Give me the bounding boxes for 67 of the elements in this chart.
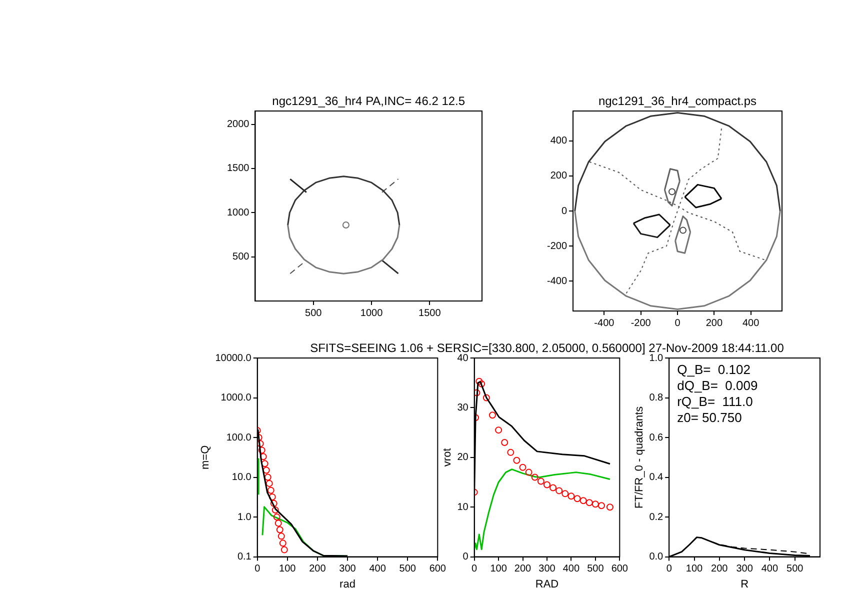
x-tick-label: 400 <box>369 564 386 575</box>
annotation: z0= 50.750 <box>677 410 742 426</box>
x-tick-label: 300 <box>339 564 356 575</box>
y-tick-label: 200 <box>550 170 568 182</box>
y-tick-label: 1.0 <box>237 512 252 523</box>
x-tick-label: 200 <box>706 318 723 329</box>
y-axis-title: m=Q <box>200 444 212 470</box>
chart-title: SFITS=SEEING 1.06 + SERSIC=[330.800, 2.05000, 0.560000] 27-Nov-2009 18:44:11.00 <box>310 341 784 355</box>
x-tick-label: 1000 <box>360 308 384 319</box>
y-tick-label: 10 <box>457 502 469 513</box>
x-tick-label: -400 <box>594 318 615 329</box>
y-tick-label: 0.6 <box>649 432 664 444</box>
y-tick-label: 30 <box>457 402 469 414</box>
x-tick-label: 400 <box>742 318 760 329</box>
annotation: Q_B= 0.102 <box>677 362 750 378</box>
y-tick-label: 0 <box>462 552 469 563</box>
y-axis-title: FT/FR_0 - quadrants <box>634 406 646 508</box>
x-axis-title: rad <box>340 578 356 590</box>
x-tick-label: 500 <box>305 308 322 319</box>
y-tick-label: 0.1 <box>237 552 252 563</box>
y-tick-label: 0 <box>561 206 568 217</box>
y-tick-label: 2000 <box>226 119 250 130</box>
x-tick-label: 500 <box>587 564 604 575</box>
x-tick-label: 300 <box>538 564 556 575</box>
x-tick-label: 300 <box>736 564 754 575</box>
x-tick-label: 100 <box>490 564 508 575</box>
x-tick-label: 0 <box>254 564 261 575</box>
annotation: rQ_B= 111.0 <box>677 394 753 410</box>
x-tick-label: 100 <box>279 564 296 575</box>
chart-title: ngc1291_36_hr4_compact.ps <box>598 94 757 108</box>
y-tick-label: 0.0 <box>649 552 664 563</box>
x-tick-label: 400 <box>562 564 580 575</box>
chart-title: ngc1291_36_hr4 PA,INC= 46.2 12.5 <box>272 94 466 108</box>
y-tick-label: 400 <box>550 136 568 147</box>
y-tick-label: 1000.0 <box>220 392 252 404</box>
y-tick-label: 40 <box>457 352 469 364</box>
y-axis-title: vrot <box>442 448 454 467</box>
x-tick-label: 500 <box>399 564 416 575</box>
y-tick-label: 20 <box>457 452 469 464</box>
y-tick-label: 0.8 <box>649 392 664 404</box>
y-tick-label: 10000.0 <box>215 352 252 364</box>
x-tick-label: 200 <box>309 564 326 575</box>
y-tick-label: 0.2 <box>649 512 664 523</box>
y-tick-label: 1000 <box>226 207 250 218</box>
x-tick-label: 200 <box>711 564 728 575</box>
x-tick-label: 500 <box>786 564 804 575</box>
x-tick-label: 0 <box>472 564 478 575</box>
y-tick-label: 0.4 <box>649 472 664 484</box>
x-axis-title: RAD <box>535 578 559 590</box>
y-tick-label: 10.0 <box>232 472 252 484</box>
y-tick-label: -200 <box>547 240 568 252</box>
x-tick-label: 200 <box>514 564 532 575</box>
x-tick-label: 0 <box>666 564 672 575</box>
x-tick-label: 1500 <box>418 308 442 319</box>
y-tick-label: 1500 <box>226 163 250 174</box>
x-tick-label: 600 <box>611 564 628 575</box>
x-tick-label: -200 <box>630 318 652 329</box>
y-tick-label: 100.0 <box>226 432 252 444</box>
y-tick-label: 500 <box>232 252 250 263</box>
x-tick-label: 400 <box>761 564 778 575</box>
y-tick-label: 1.0 <box>649 352 664 364</box>
annotation: dQ_B= 0.009 <box>677 378 758 394</box>
x-tick-label: 0 <box>674 318 681 329</box>
x-tick-label: 100 <box>686 564 704 575</box>
y-tick-label: -400 <box>547 276 568 287</box>
x-axis-title: R <box>740 578 749 590</box>
x-tick-label: 600 <box>429 564 446 575</box>
